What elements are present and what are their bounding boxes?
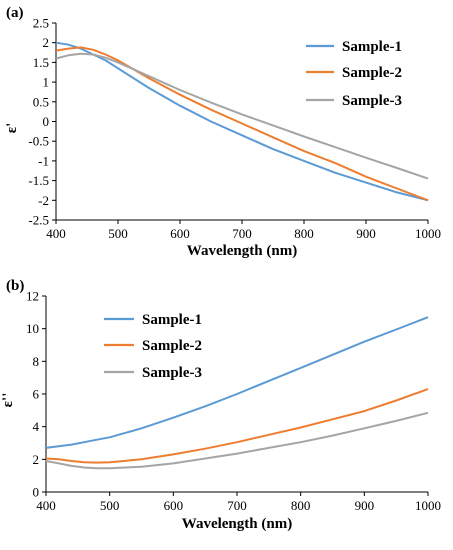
panel-b-x-tick-label: 1000 <box>415 498 441 513</box>
panel-a-x-tick-label: 400 <box>46 226 66 241</box>
panel-b-label: (b) <box>6 278 24 294</box>
panel-a-x-tick-label: 900 <box>356 226 376 241</box>
panel-a-y-tick-label: -1.5 <box>28 173 49 188</box>
panel-b-x-axis-label: Wavelength (nm) <box>182 516 292 532</box>
panel-a-y-tick-label: -2.5 <box>28 213 49 228</box>
panel-a-series-line-3 <box>55 52 429 180</box>
panel-a-series-line-2 <box>55 46 429 202</box>
panel-a-series-line-1 <box>55 41 429 202</box>
panel-b-series-line-1 <box>45 316 429 449</box>
panel-b-y-tick-label: 10 <box>26 321 39 336</box>
panel-b-x-tick-label: 700 <box>227 498 247 513</box>
panel-b-series-line-2 <box>45 388 429 464</box>
panel-b-y-tick-label: 0 <box>33 485 40 500</box>
panel-a-x-tick-label: 800 <box>294 226 314 241</box>
panel-a-y-axis-label: ε' <box>4 123 20 134</box>
panel-b-legend-label-1: Sample-1 <box>142 312 202 328</box>
panel-b-y-tick-label: 6 <box>33 387 40 402</box>
panel-b-y-tick-label: 8 <box>33 354 40 369</box>
panel-b-x-tick-label: 500 <box>100 498 120 513</box>
panel-a-legend-label-1: Sample-1 <box>342 39 402 55</box>
panel-b-y-tick-label: 4 <box>33 419 40 434</box>
panel-a-x-tick-label: 600 <box>170 226 190 241</box>
panel-a-label: (a) <box>6 5 24 21</box>
panel-a-legend-label-2: Sample-2 <box>342 65 402 81</box>
panel-a-y-tick-label: -0.5 <box>28 134 49 149</box>
panel-a-x-tick-label: 1000 <box>415 226 441 241</box>
panel-a-y-tick-label: -1 <box>38 153 49 168</box>
panel-b-x-tick-label: 600 <box>164 498 184 513</box>
panel-b-x-tick-label: 800 <box>291 498 311 513</box>
panel-b-y-axis-label: ε'' <box>0 393 16 408</box>
panel-a-y-tick-label: 1.5 <box>33 55 49 70</box>
panel-a-y-tick-label: 1 <box>43 75 50 90</box>
panel-a-y-tick-label: 0 <box>43 114 50 129</box>
panel-a-y-tick-label: 2.5 <box>33 16 49 31</box>
panel-b-x-tick-label: 900 <box>355 498 375 513</box>
panel-b-legend-label-3: Sample-3 <box>142 365 202 381</box>
panel-a-y-tick-label: 2 <box>43 35 50 50</box>
panel-b-y-tick-label: 12 <box>26 289 39 304</box>
panel-a-x-tick-label: 500 <box>108 226 128 241</box>
panel-b-y-tick-label: 2 <box>33 452 40 467</box>
panel-a-x-tick-label: 700 <box>232 226 252 241</box>
panel-b-x-tick-label: 400 <box>36 498 56 513</box>
panel-a-x-axis-label: Wavelength (nm) <box>187 243 297 259</box>
panel-b-series-line-3 <box>45 411 429 470</box>
panel-b-legend-label-2: Sample-2 <box>142 338 202 354</box>
panel-a-y-tick-label: 0.5 <box>33 94 49 109</box>
panel-a-legend-label-3: Sample-3 <box>342 93 402 109</box>
panel-a-y-tick-label: -2 <box>38 193 49 208</box>
